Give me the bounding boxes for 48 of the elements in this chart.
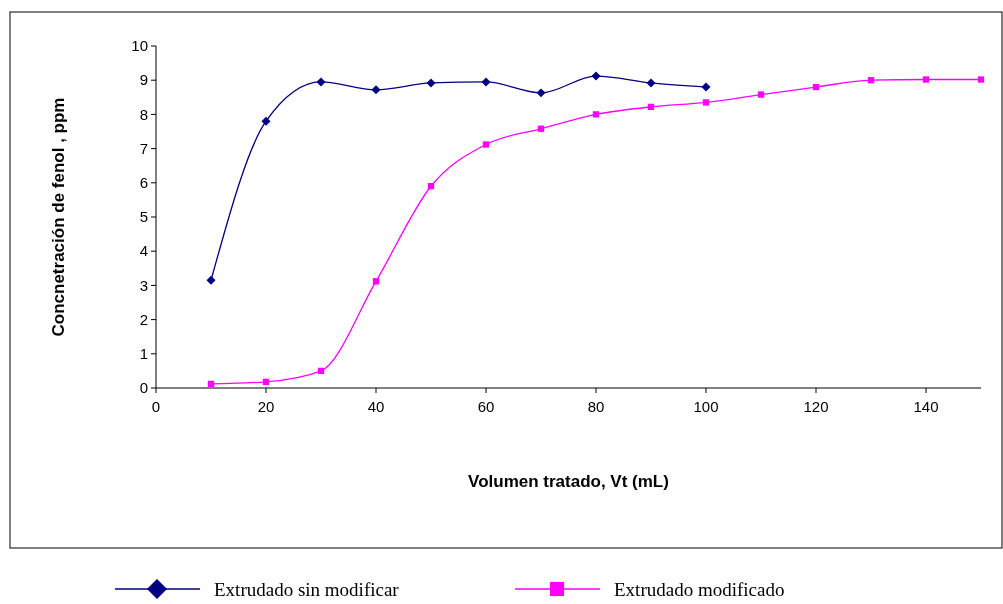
- point: [702, 99, 710, 106]
- point: [207, 380, 215, 388]
- point: [261, 116, 271, 126]
- point: [482, 141, 490, 148]
- point: [922, 76, 930, 83]
- y-tick-label: 9: [139, 71, 148, 89]
- legend-label: Extrudado modificado: [614, 578, 785, 600]
- x-axis-title: Volumen tratado, Vt (mL): [468, 472, 669, 491]
- y-tick-label: 1: [139, 345, 148, 363]
- point: [757, 91, 765, 98]
- point: [537, 125, 545, 132]
- point: [701, 82, 711, 92]
- x-tick-label: 80: [587, 398, 605, 415]
- y-tick-label: 10: [131, 37, 148, 55]
- y-axis-title: Concnetración de fenol , ppm: [49, 97, 68, 337]
- legend-label: Extrudado sin modificar: [214, 578, 400, 600]
- point: [317, 367, 325, 375]
- y-tick-label: 4: [139, 242, 148, 260]
- y-tick-label: 8: [139, 105, 148, 123]
- point: [372, 278, 380, 285]
- point: [426, 78, 436, 88]
- y-tick-label: 2: [139, 310, 148, 328]
- point: [647, 103, 655, 111]
- point: [481, 77, 491, 87]
- y-tick-label: 6: [139, 174, 148, 192]
- y-tick-label: 0: [139, 379, 148, 397]
- point: [867, 77, 875, 84]
- point: [592, 111, 600, 118]
- point: [812, 83, 820, 91]
- x-tick-label: 140: [913, 398, 939, 415]
- point: [206, 275, 216, 285]
- point: [591, 71, 601, 81]
- point: [646, 78, 656, 88]
- point: [977, 76, 985, 83]
- point: [427, 183, 435, 190]
- point: [262, 378, 270, 386]
- x-tick-label: 60: [477, 398, 495, 415]
- y-tick-label: 3: [139, 276, 148, 294]
- x-tick-label: 20: [257, 398, 275, 415]
- x-tick-label: 120: [803, 398, 829, 415]
- point: [536, 88, 546, 98]
- point: [371, 85, 381, 95]
- y-tick-label: 5: [139, 208, 148, 226]
- x-tick-label: 40: [367, 398, 385, 415]
- point: [316, 77, 326, 87]
- x-tick-label: 0: [151, 398, 161, 415]
- x-tick-label: 100: [693, 398, 719, 415]
- y-tick-label: 7: [139, 139, 148, 157]
